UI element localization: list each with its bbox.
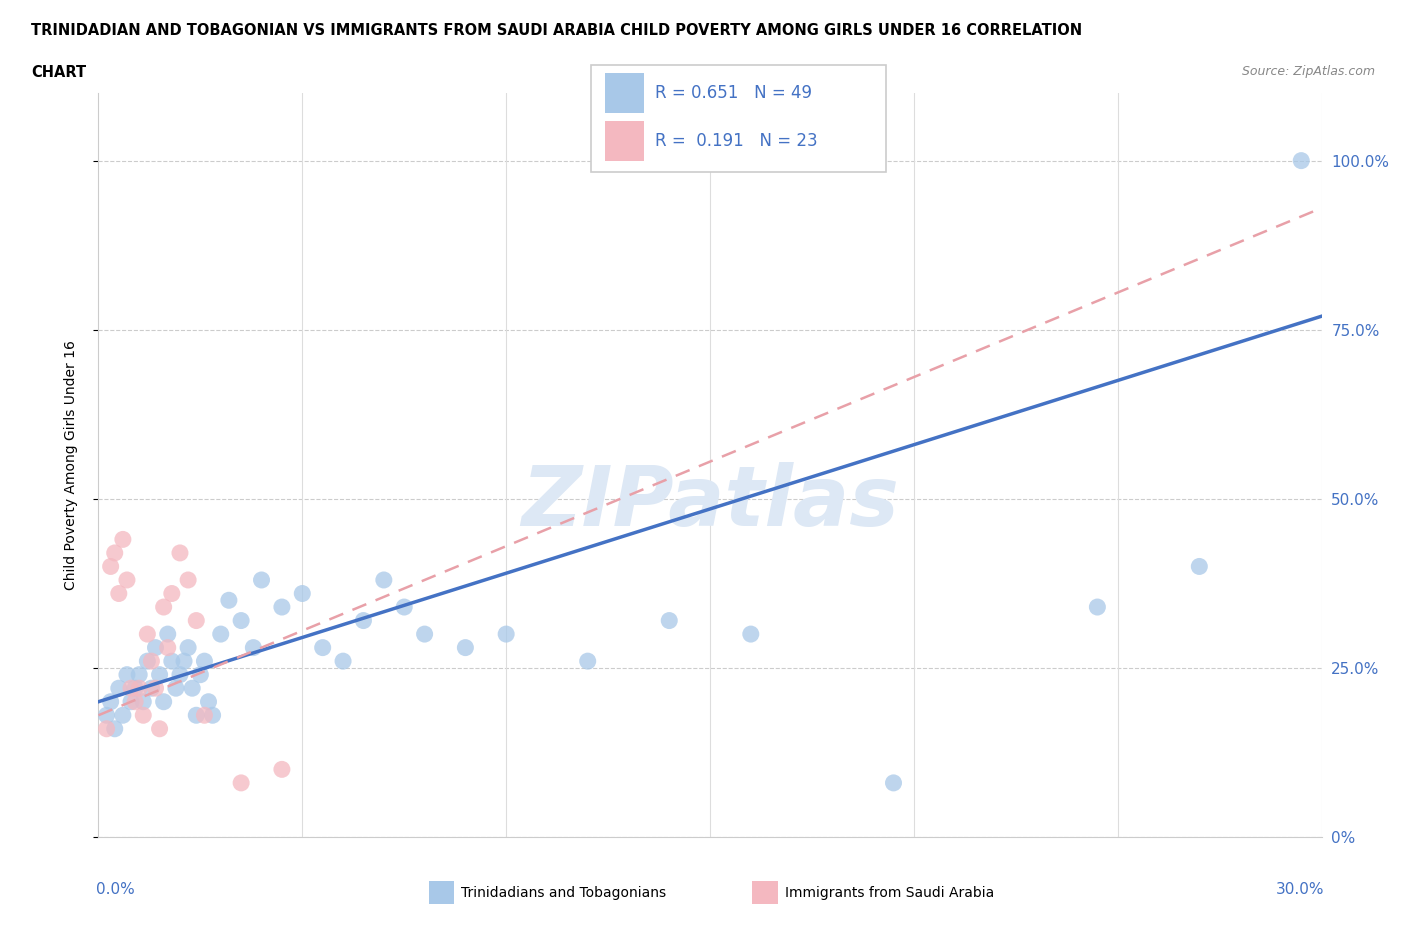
Point xyxy=(186,613,208,628)
Point xyxy=(352,613,374,628)
Point xyxy=(883,776,905,790)
Point xyxy=(108,681,131,696)
Point xyxy=(141,654,163,669)
Point xyxy=(152,695,174,710)
Point xyxy=(132,708,155,723)
Point xyxy=(270,762,294,777)
Point xyxy=(173,654,195,669)
Point xyxy=(312,640,335,655)
Point xyxy=(156,640,179,655)
FancyBboxPatch shape xyxy=(606,73,644,113)
Text: R =  0.191   N = 23: R = 0.191 N = 23 xyxy=(655,132,818,150)
Point xyxy=(413,627,436,642)
Point xyxy=(111,708,134,723)
Point xyxy=(231,776,253,790)
Point xyxy=(115,573,138,588)
Point xyxy=(104,546,127,561)
Point xyxy=(291,586,314,601)
FancyBboxPatch shape xyxy=(591,65,886,172)
Point xyxy=(576,654,599,669)
Text: CHART: CHART xyxy=(31,65,86,80)
Point xyxy=(132,695,155,710)
Point xyxy=(495,627,517,642)
Point xyxy=(658,613,681,628)
Text: 30.0%: 30.0% xyxy=(1275,882,1324,897)
Point xyxy=(332,654,354,669)
Point xyxy=(115,667,138,682)
Point xyxy=(270,600,294,615)
Text: 0.0%: 0.0% xyxy=(96,882,135,897)
Point xyxy=(1085,600,1108,615)
Point xyxy=(373,573,395,588)
Text: TRINIDADIAN AND TOBAGONIAN VS IMMIGRANTS FROM SAUDI ARABIA CHILD POVERTY AMONG G: TRINIDADIAN AND TOBAGONIAN VS IMMIGRANTS… xyxy=(31,23,1083,38)
FancyBboxPatch shape xyxy=(606,121,644,162)
Point xyxy=(149,722,172,737)
Point xyxy=(169,667,191,682)
Point xyxy=(165,681,187,696)
Point xyxy=(108,586,131,601)
Point xyxy=(120,695,142,710)
Point xyxy=(160,586,183,601)
Text: Trinidadians and Tobagonians: Trinidadians and Tobagonians xyxy=(461,885,666,900)
Point xyxy=(186,708,208,723)
Point xyxy=(128,681,150,696)
Point xyxy=(104,722,127,737)
Point xyxy=(177,640,200,655)
Point xyxy=(193,708,215,723)
Point xyxy=(124,695,146,710)
Point xyxy=(231,613,253,628)
Point xyxy=(111,532,134,547)
Text: R = 0.651   N = 49: R = 0.651 N = 49 xyxy=(655,84,813,102)
Text: Source: ZipAtlas.com: Source: ZipAtlas.com xyxy=(1241,65,1375,78)
Point xyxy=(136,654,159,669)
Point xyxy=(197,695,219,710)
Point xyxy=(218,592,240,607)
Point xyxy=(169,546,191,561)
Text: ZIPatlas: ZIPatlas xyxy=(522,461,898,543)
Point xyxy=(1291,153,1313,168)
Point xyxy=(152,600,174,615)
Point xyxy=(156,627,179,642)
Point xyxy=(1188,559,1211,574)
Point xyxy=(454,640,477,655)
Point xyxy=(740,627,762,642)
Point xyxy=(141,681,163,696)
Point xyxy=(100,559,122,574)
Point xyxy=(128,667,150,682)
Point xyxy=(209,627,232,642)
Point xyxy=(145,681,167,696)
Point xyxy=(149,667,172,682)
Point xyxy=(100,695,122,710)
Point xyxy=(124,681,146,696)
Point xyxy=(201,708,224,723)
Point xyxy=(181,681,204,696)
Point xyxy=(177,573,200,588)
Y-axis label: Child Poverty Among Girls Under 16: Child Poverty Among Girls Under 16 xyxy=(63,340,77,590)
Text: Immigrants from Saudi Arabia: Immigrants from Saudi Arabia xyxy=(785,885,994,900)
Point xyxy=(145,640,167,655)
Point xyxy=(96,722,118,737)
Point xyxy=(160,654,183,669)
Point xyxy=(96,708,118,723)
Point xyxy=(250,573,273,588)
Point xyxy=(120,681,142,696)
Point xyxy=(188,667,212,682)
Point xyxy=(242,640,264,655)
Point xyxy=(193,654,215,669)
Point xyxy=(136,627,159,642)
Point xyxy=(392,600,416,615)
